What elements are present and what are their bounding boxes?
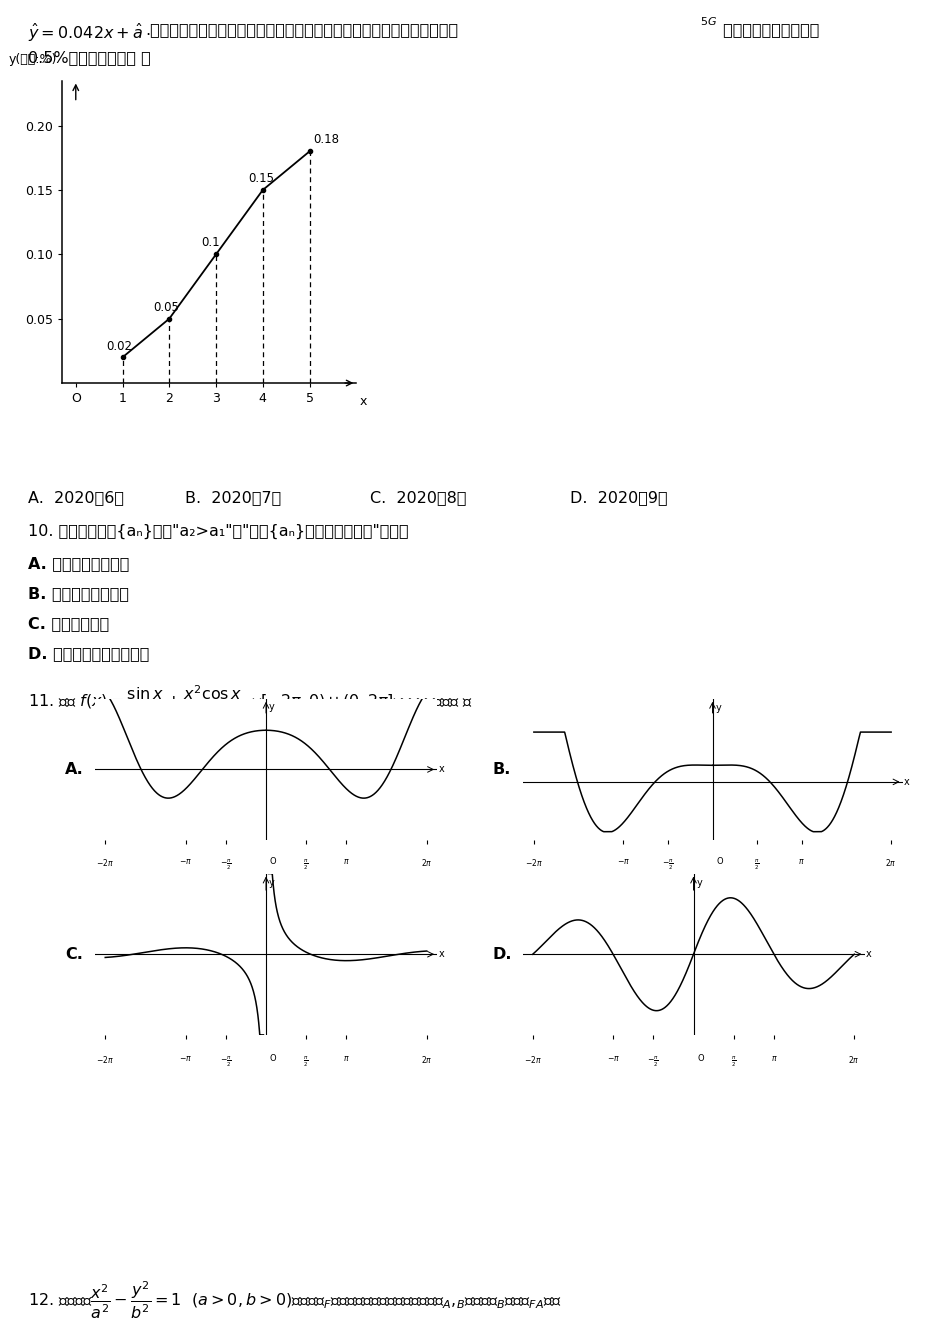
- Text: $\frac{\pi}{2}$: $\frac{\pi}{2}$: [731, 1054, 736, 1068]
- Text: $\pi$: $\pi$: [343, 1054, 350, 1063]
- Text: $-2\pi$: $-2\pi$: [96, 857, 114, 868]
- Text: O: O: [270, 857, 276, 866]
- Text: x: x: [865, 949, 871, 960]
- Text: x: x: [438, 949, 444, 960]
- Text: $-2\pi$: $-2\pi$: [525, 857, 542, 868]
- Text: D.: D.: [492, 946, 512, 962]
- Text: O: O: [716, 857, 723, 866]
- Text: .若用此方程分析并预测该款手机市场占有率的变化趋势，则最早何时该款: .若用此方程分析并预测该款手机市场占有率的变化趋势，则最早何时该款: [145, 22, 458, 38]
- Text: D.  2020年9月: D. 2020年9月: [570, 491, 668, 505]
- Text: D. 既不充分也不必要条件: D. 既不充分也不必要条件: [28, 646, 149, 661]
- Text: y: y: [696, 878, 702, 887]
- Text: A. 充分而不必要条件: A. 充分而不必要条件: [28, 556, 129, 571]
- Text: $2\pi$: $2\pi$: [848, 1054, 860, 1066]
- Text: $-\pi$: $-\pi$: [180, 857, 192, 866]
- Text: $-\frac{\pi}{2}$: $-\frac{\pi}{2}$: [219, 1054, 232, 1068]
- Text: 11. 函数 $f(x)=\dfrac{\sin x}{x}+\dfrac{x^2\cos x}{20}$  在$[-2\pi,0)\cup(0,2\pi]$上: 11. 函数 $f(x)=\dfrac{\sin x}{x}+\dfrac{x^…: [28, 683, 472, 719]
- Text: x: x: [359, 395, 367, 409]
- Text: y: y: [269, 878, 275, 887]
- Text: y(单位:%): y(单位:%): [9, 52, 57, 66]
- Text: x: x: [438, 765, 444, 774]
- Text: 0.02: 0.02: [106, 340, 132, 353]
- Text: $-\frac{\pi}{2}$: $-\frac{\pi}{2}$: [219, 857, 232, 872]
- Text: $-\frac{\pi}{2}$: $-\frac{\pi}{2}$: [662, 857, 674, 872]
- Text: 0.18: 0.18: [313, 133, 339, 146]
- Text: $-2\pi$: $-2\pi$: [96, 1054, 114, 1066]
- Text: $2\pi$: $2\pi$: [421, 1054, 432, 1066]
- Text: A.: A.: [65, 762, 84, 777]
- Text: 0.05: 0.05: [153, 301, 179, 313]
- Text: B.  2020年7月: B. 2020年7月: [185, 491, 281, 505]
- Text: C. 充分必要条件: C. 充分必要条件: [28, 616, 109, 630]
- Text: $-\frac{\pi}{2}$: $-\frac{\pi}{2}$: [647, 1054, 659, 1068]
- Text: $2\pi$: $2\pi$: [421, 857, 432, 868]
- Text: $\frac{\pi}{2}$: $\frac{\pi}{2}$: [754, 857, 760, 872]
- Text: $2\pi$: $2\pi$: [885, 857, 897, 868]
- Text: B. 必要而不充分条件: B. 必要而不充分条件: [28, 586, 129, 601]
- Text: $\frac{\pi}{2}$: $\frac{\pi}{2}$: [303, 1054, 309, 1068]
- Text: A.  2020年6月: A. 2020年6月: [28, 491, 124, 505]
- Text: 0.5%（精确到月）（ ）: 0.5%（精确到月）（ ）: [28, 50, 151, 65]
- Text: 0.15: 0.15: [248, 172, 274, 185]
- Text: y: y: [716, 703, 722, 714]
- Text: $^{5G}$: $^{5G}$: [700, 17, 717, 34]
- Text: C.: C.: [65, 946, 83, 962]
- Text: 手机市场占有率能超过: 手机市场占有率能超过: [718, 22, 819, 38]
- Text: $\pi$: $\pi$: [798, 857, 806, 866]
- Text: $\pi$: $\pi$: [343, 857, 350, 866]
- Text: O: O: [697, 1054, 704, 1063]
- Text: $\pi$: $\pi$: [770, 1054, 777, 1063]
- Text: 10. 已知等差数列{aₙ}，则"a₂>a₁"是"数列{aₙ}为单调递增数列"的（）: 10. 已知等差数列{aₙ}，则"a₂>a₁"是"数列{aₙ}为单调递增数列"的…: [28, 524, 408, 539]
- Text: $-\pi$: $-\pi$: [617, 857, 630, 866]
- Text: B.: B.: [492, 762, 511, 777]
- Text: $-\pi$: $-\pi$: [607, 1054, 619, 1063]
- Text: $\hat{y}=0.042x+\hat{a}$: $\hat{y}=0.042x+\hat{a}$: [28, 22, 143, 44]
- Text: y: y: [269, 703, 275, 712]
- Text: $-2\pi$: $-2\pi$: [523, 1054, 542, 1066]
- Text: x: x: [903, 777, 910, 786]
- Text: C.  2020年8月: C. 2020年8月: [370, 491, 466, 505]
- Text: 0.1: 0.1: [201, 237, 219, 249]
- Text: $\frac{\pi}{2}$: $\frac{\pi}{2}$: [303, 857, 309, 872]
- Text: O: O: [270, 1054, 276, 1063]
- Text: 12. 过双曲线$\dfrac{x^2}{a^2}-\dfrac{y^2}{b^2}=1$  $(a>0,b>0)$的左焦点$_F$作直线交双曲线的两天渐近线于: 12. 过双曲线$\dfrac{x^2}{a^2}-\dfrac{y^2}{b^…: [28, 1279, 561, 1321]
- Text: $-\pi$: $-\pi$: [180, 1054, 192, 1063]
